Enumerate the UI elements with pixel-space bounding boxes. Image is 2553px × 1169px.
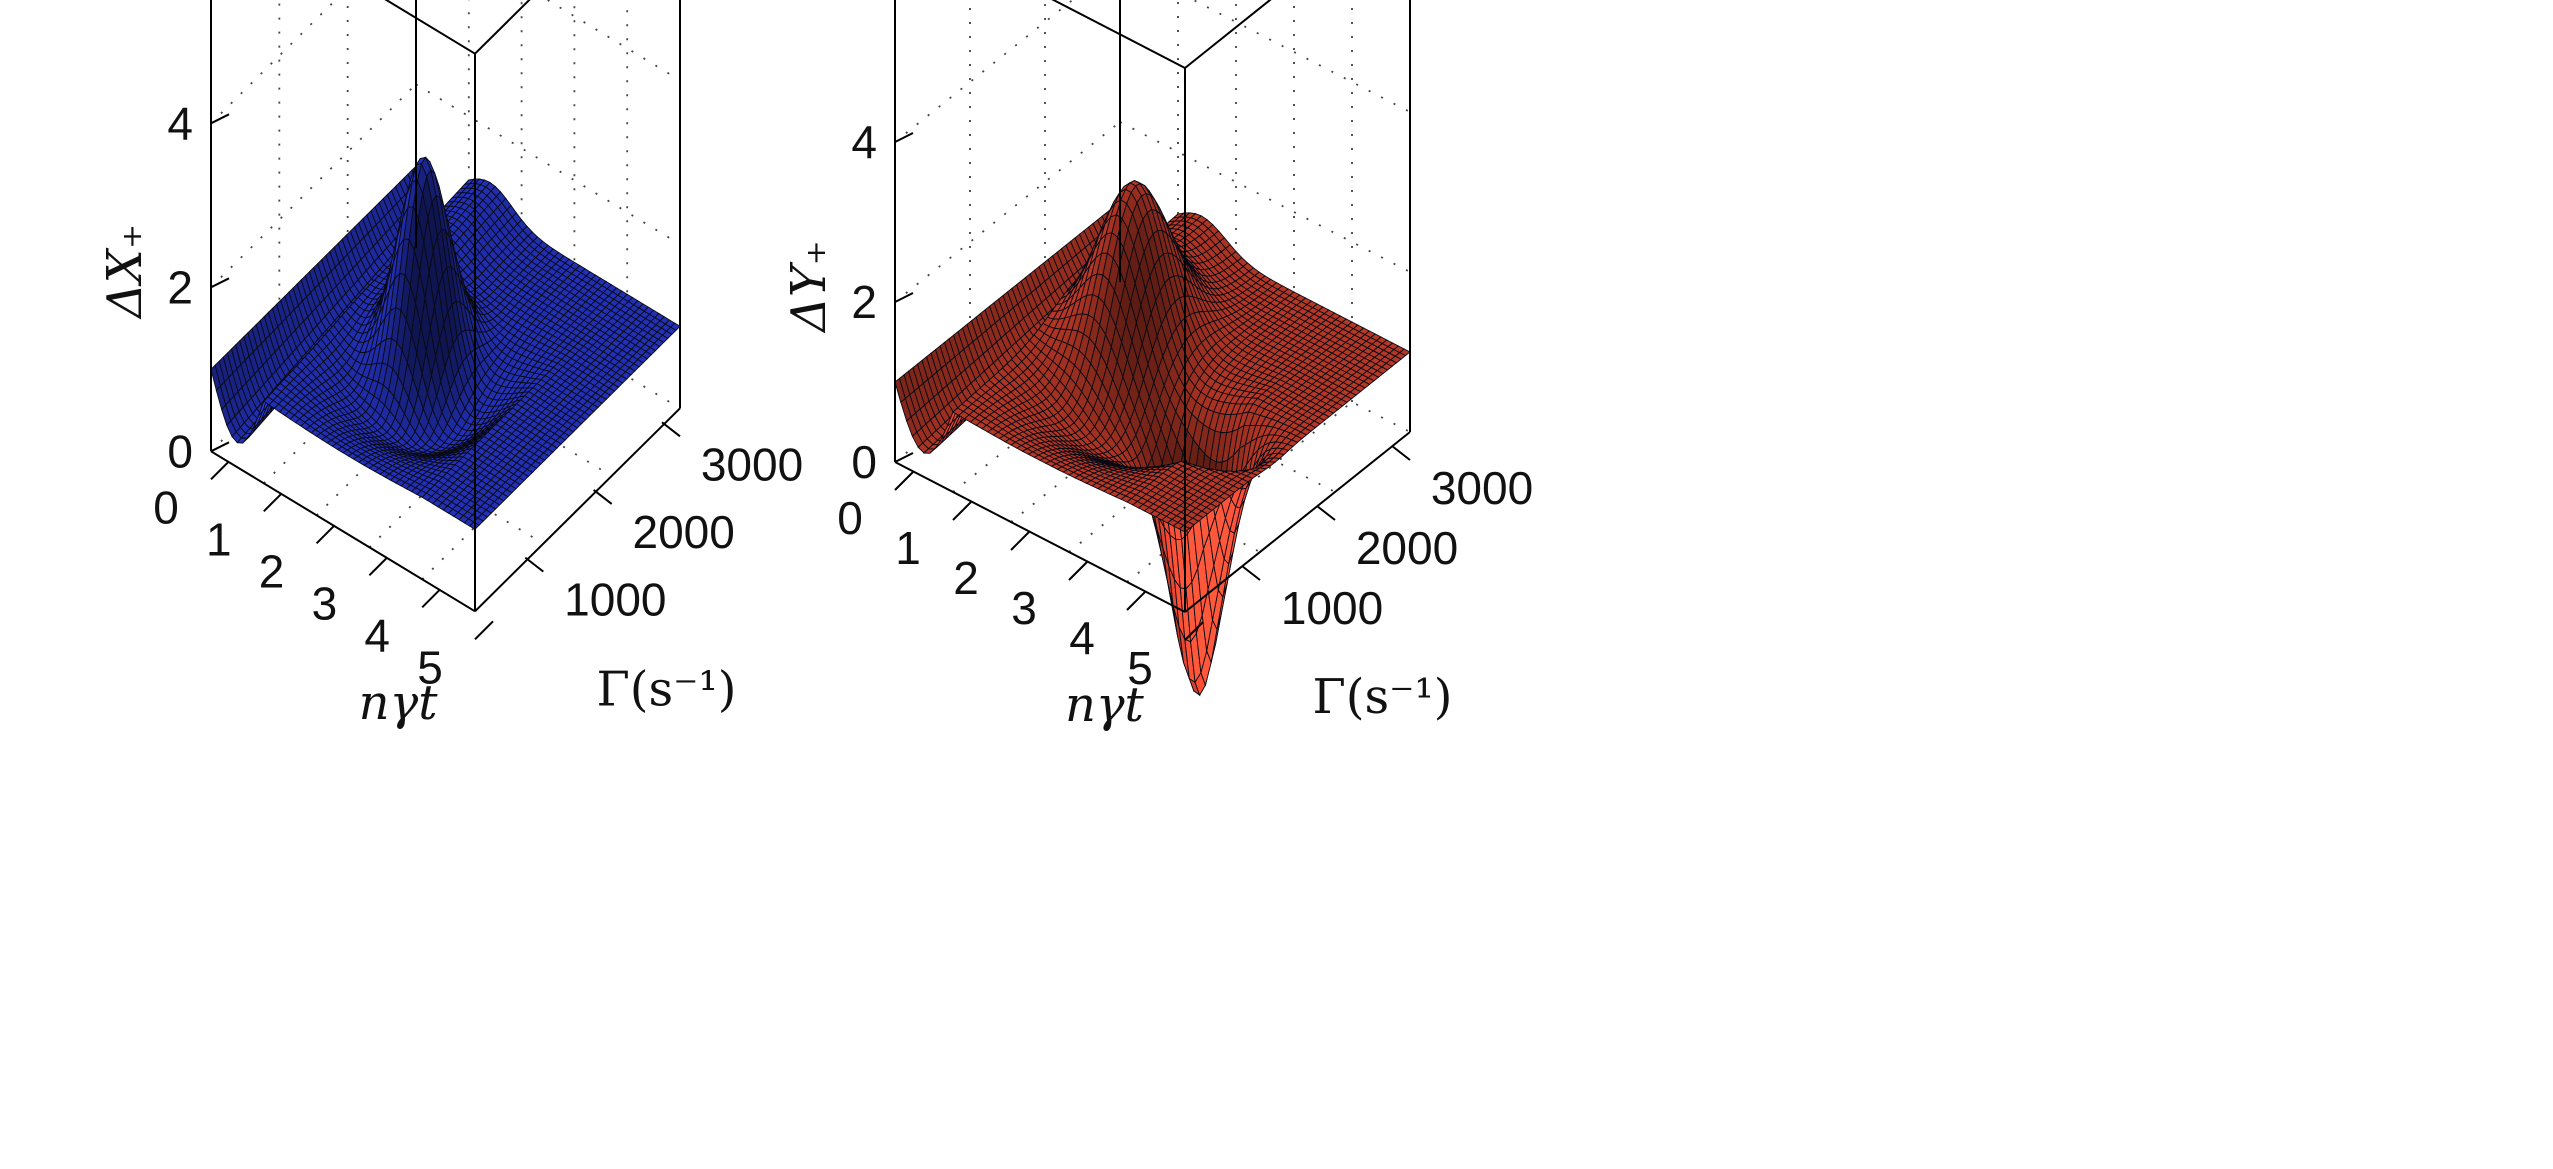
x-tick-label: 2 xyxy=(259,545,285,597)
z-tick xyxy=(210,441,230,453)
x-tick xyxy=(421,588,441,609)
x-tick xyxy=(474,620,494,641)
y-axis-label: Γ(s⁻¹) xyxy=(597,661,737,717)
y-tick-label: 3000 xyxy=(701,438,803,490)
z-tick-label: 2 xyxy=(167,261,193,313)
x-tick-label: 1 xyxy=(206,513,232,565)
z-tick-label: 4 xyxy=(167,97,193,149)
x-tick xyxy=(315,524,336,545)
x-tick xyxy=(368,556,389,577)
y-tick-label: 2000 xyxy=(632,506,734,558)
x-tick xyxy=(263,492,283,513)
grid-line xyxy=(210,0,337,124)
y-tick xyxy=(524,556,544,573)
frame-edge xyxy=(474,0,531,55)
z-tick xyxy=(210,277,230,289)
grid-line xyxy=(415,83,681,246)
z-tick xyxy=(210,113,230,125)
y-tick xyxy=(661,421,681,438)
grid-line xyxy=(545,0,681,82)
x-axis-label: nγt xyxy=(359,675,439,731)
x-tick xyxy=(210,460,230,481)
x-tick-label: 4 xyxy=(364,609,390,661)
z-axis-label: ΔX₊ xyxy=(97,224,153,320)
x-tick-label: 3 xyxy=(312,577,338,629)
y-tick-label: 1000 xyxy=(564,574,666,626)
z-tick-label: 0 xyxy=(167,425,193,477)
y-tick xyxy=(593,489,613,505)
x-tick-label: 0 xyxy=(153,481,179,533)
frame-edge xyxy=(384,0,476,55)
grid-line xyxy=(894,0,1074,143)
